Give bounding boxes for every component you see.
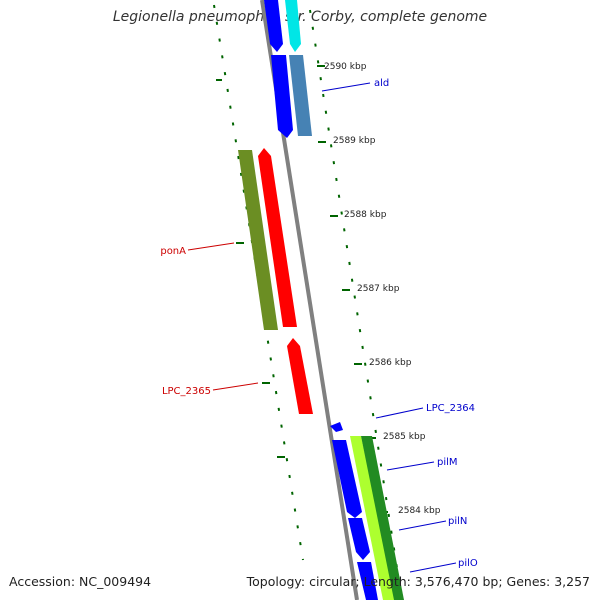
cds-lpc2365-red: [287, 338, 313, 414]
leader-line-lpc2365: [212, 382, 259, 391]
gene-label-pilo: pilO: [458, 558, 478, 569]
cds-top-cyan: [285, 0, 301, 52]
map-title: Legionella pneumophila str. Corby, compl…: [112, 9, 488, 25]
leader-line-pona: [187, 242, 235, 251]
leader-line-lpc2364: [375, 407, 424, 419]
cds-pil-green: [361, 436, 404, 600]
cds-top-blue: [264, 0, 283, 52]
cds-pona-red: [258, 148, 297, 327]
leader-line-piln: [398, 520, 447, 531]
gene-label-piln: pilN: [448, 516, 467, 527]
cds-pilm-blue: [332, 440, 362, 518]
genome-summary-text: Topology: circular; Length: 3,576,470 bp…: [246, 574, 590, 589]
leader-line-pilo: [409, 562, 457, 573]
cds-pona-olive: [238, 150, 278, 330]
cds-piln-blue: [348, 518, 370, 560]
accession-text: Accession: NC_009494: [9, 574, 152, 589]
kbp-label-2586: 2586 kbp: [369, 358, 412, 368]
gene-label-lpc2365: LPC_2365: [162, 386, 211, 397]
cds-lpc2364-marker: [330, 422, 343, 432]
kbp-label-2584: 2584 kbp: [398, 506, 441, 516]
leader-line-ald: [321, 82, 371, 92]
kbp-label-2585: 2585 kbp: [383, 432, 426, 442]
kbp-label-2587: 2587 kbp: [357, 284, 400, 294]
kbp-label-2589: 2589 kbp: [333, 136, 376, 146]
gene-label-pilm: pilM: [437, 457, 458, 468]
leader-line-pilm: [386, 461, 435, 471]
cds-ald-steel: [289, 55, 312, 136]
gene-label-pona: ponA: [160, 246, 186, 257]
kbp-label-2590: 2590 kbp: [324, 62, 367, 72]
gene-label-lpc2364: LPC_2364: [426, 403, 475, 414]
cds-ald-blue: [271, 55, 293, 138]
gene-label-ald: ald: [374, 78, 389, 89]
kbp-label-2588: 2588 kbp: [344, 210, 387, 220]
cds-pil-lightgreen: [350, 436, 396, 600]
cds-pilo-blue: [357, 562, 378, 600]
